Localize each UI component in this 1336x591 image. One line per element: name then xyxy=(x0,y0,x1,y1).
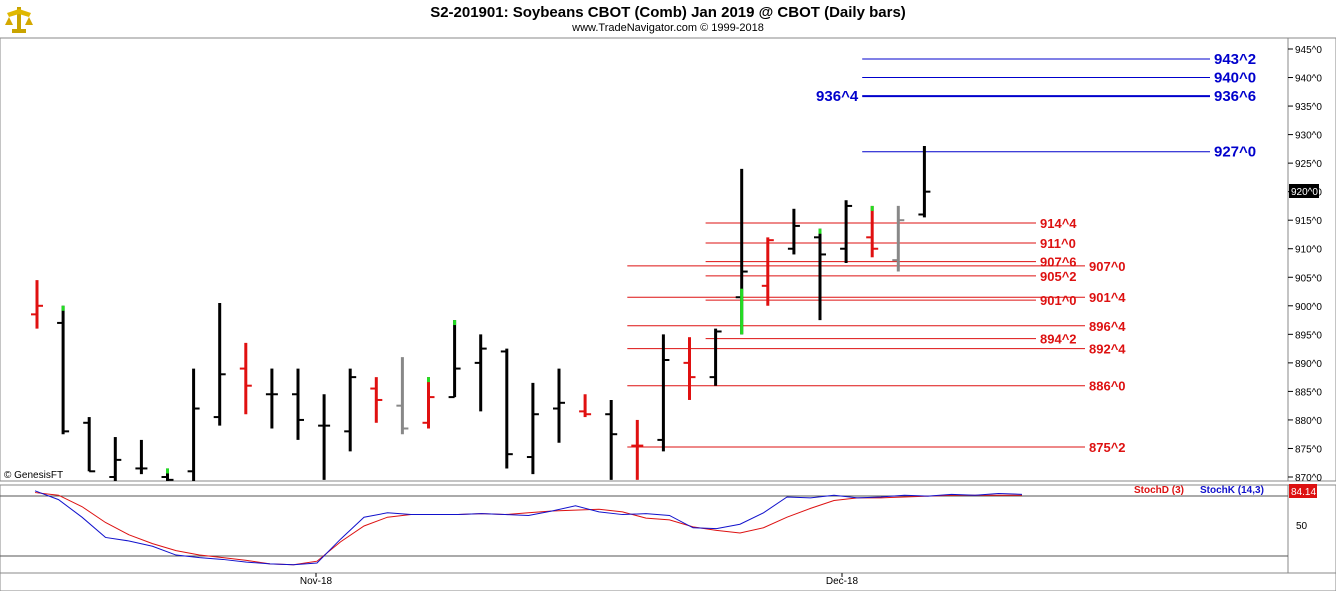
level-label: 896^4 xyxy=(1089,319,1126,334)
time-axis-bar xyxy=(0,572,1336,591)
price-tick-label: 910^0 xyxy=(1295,245,1322,256)
stochastic-series-line xyxy=(34,490,1023,566)
price-tick-label: 890^0 xyxy=(1295,359,1322,370)
price-tick-label: 885^0 xyxy=(1295,387,1322,398)
price-tick-label: 905^0 xyxy=(1295,273,1322,284)
price-tick-label: 945^0 xyxy=(1295,45,1322,56)
level-left-label: 936^4 xyxy=(816,88,859,105)
price-tick-label: 895^0 xyxy=(1295,330,1322,341)
level-label: 892^4 xyxy=(1089,342,1126,357)
chart-title: S2-201901: Soybeans CBOT (Comb) Jan 2019… xyxy=(430,4,906,21)
level-label: 901^4 xyxy=(1089,290,1126,305)
legend-stochd: StochD (3) xyxy=(1134,485,1184,496)
stochastic-last-label: 84.14 xyxy=(1291,487,1316,498)
level-label: 901^0 xyxy=(1040,293,1077,308)
level-label: 905^2 xyxy=(1040,269,1077,284)
trade-navigator-logo-icon xyxy=(5,7,33,33)
stochastic-axis-panel xyxy=(1287,484,1336,574)
stochastic-panel[interactable] xyxy=(0,484,1289,574)
time-tick-label: Nov-18 xyxy=(300,576,333,587)
level-label: 927^0 xyxy=(1214,144,1256,161)
genesis-watermark: © GenesisFT xyxy=(4,470,63,481)
price-tick-label: 915^0 xyxy=(1295,216,1322,227)
price-tick-label: 930^0 xyxy=(1295,131,1322,142)
stochastic-y-tick-50: 50 xyxy=(1296,521,1308,532)
price-tick-label: 940^0 xyxy=(1295,74,1322,85)
level-label: 936^6 xyxy=(1214,88,1256,105)
price-tick-label: 900^0 xyxy=(1295,302,1322,313)
last-price-label: 920^0 xyxy=(1291,187,1318,198)
level-label: 943^2 xyxy=(1214,51,1256,68)
level-label: 886^0 xyxy=(1089,379,1126,394)
price-axis-panel xyxy=(1287,37,1336,482)
level-label: 894^2 xyxy=(1040,332,1077,347)
stochastic-last-badge: 84.14 xyxy=(1289,484,1317,498)
price-panel[interactable] xyxy=(0,37,1289,482)
level-label: 907^0 xyxy=(1089,259,1126,274)
chart-subtitle: www.TradeNavigator.com © 1999-2018 xyxy=(572,22,764,34)
level-label: 914^4 xyxy=(1040,216,1077,231)
price-tick-label: 925^0 xyxy=(1295,159,1322,170)
level-label: 907^6 xyxy=(1040,255,1077,270)
price-tick-label: 935^0 xyxy=(1295,102,1322,113)
time-tick-label: Dec-18 xyxy=(826,576,859,587)
price-tick-label: 875^0 xyxy=(1295,444,1322,455)
price-tick-label: 880^0 xyxy=(1295,416,1322,427)
level-label: 875^2 xyxy=(1089,440,1126,455)
chart-header: S2-201901: Soybeans CBOT (Comb) Jan 2019… xyxy=(0,0,1336,38)
legend-stochk: StochK (14,3) xyxy=(1200,485,1264,496)
last-price-badge: 920^0 xyxy=(1289,184,1319,198)
price-tick-label: 870^0 xyxy=(1295,473,1322,484)
level-label: 940^0 xyxy=(1214,70,1256,87)
level-label: 911^0 xyxy=(1040,236,1076,251)
